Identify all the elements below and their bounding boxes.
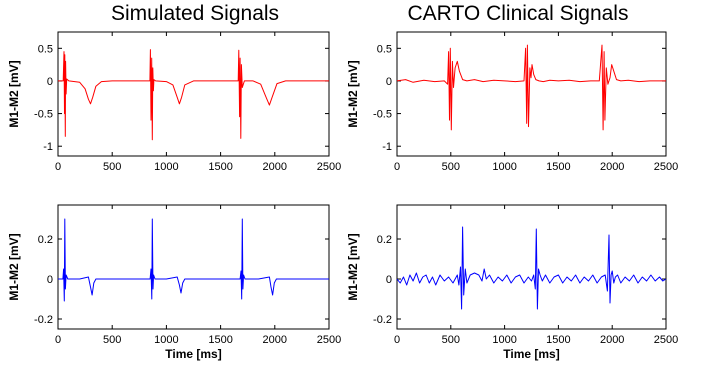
x-tick-label: 1000	[492, 161, 516, 173]
y-tick-label: -1	[43, 141, 53, 153]
y-axis-label: M1-M2 [mV]	[7, 233, 21, 300]
x-tick-label: 500	[103, 161, 121, 173]
x-tick-label: 0	[394, 161, 400, 173]
panel-top-right: 0 500 1000 1500 2000 2500 -1 -0.5 0 0.5 M1-M2 [mV]	[346, 31, 678, 173]
x-tick-label: 1000	[154, 161, 178, 173]
x-tick-label: 500	[442, 161, 460, 173]
y-axis-label: M1-M2 [mV]	[346, 60, 360, 127]
y-tick-label: 0	[386, 274, 392, 286]
axes-box	[396, 31, 667, 157]
signal-trace	[58, 49, 329, 141]
x-tick-label: 1000	[154, 334, 178, 346]
x-tick-label: 1000	[492, 334, 516, 346]
left-column-title: Simulated Signals	[110, 2, 280, 25]
x-tick-label: 0	[55, 161, 61, 173]
x-tick-label: 2000	[263, 334, 287, 346]
x-tick-label: 2500	[654, 334, 678, 346]
y-tick-label: -0.5	[34, 109, 53, 121]
y-axis-label: M1-M2 [mV]	[346, 233, 360, 300]
axes-box	[57, 31, 330, 157]
y-axis-label: M1-M2 [mV]	[7, 60, 21, 127]
y-tick-label: 0	[47, 76, 53, 88]
axes-box	[396, 204, 667, 330]
y-tick-label: 0.5	[377, 43, 392, 55]
y-tick-label: -0.2	[373, 314, 392, 326]
y-tick-label: -1	[382, 141, 392, 153]
x-axis-label: Time [ms]	[503, 347, 559, 361]
panel-top-left: 0 500 1000 1500 2000 2500 -1 -0.5 0 0.5 M1-M2 [mV]	[7, 31, 341, 173]
x-tick-label: 2000	[600, 161, 624, 173]
panel-bottom-right: 0 500 1000 1500 2000 2500-0.200.2M1-M2 [mV]Ti…	[346, 204, 678, 361]
y-tick-label: 0	[47, 274, 53, 286]
signal-trace	[58, 218, 329, 302]
y-tick-label: -0.5	[373, 109, 392, 121]
y-tick-label: 0.5	[38, 43, 53, 55]
x-tick-label: 1500	[208, 161, 232, 173]
x-tick-label: 1500	[208, 334, 232, 346]
x-tick-label: 2000	[600, 334, 624, 346]
x-tick-label: 500	[103, 334, 121, 346]
signal-trace	[396, 44, 666, 131]
x-tick-label: 2000	[263, 161, 287, 173]
y-tick-label: 0.2	[38, 234, 53, 246]
x-tick-label: 0	[55, 334, 61, 346]
panel-bottom-left: 0 500 1000 1500 2000 2500-0.200.2M1-M2 [mV]Ti…	[7, 204, 341, 361]
x-tick-label: 1500	[546, 161, 570, 173]
x-tick-label: 2500	[654, 161, 678, 173]
signal-trace	[396, 226, 667, 310]
right-column-title: CARTO Clinical Signals	[407, 2, 629, 25]
x-tick-label: 0	[394, 334, 400, 346]
x-tick-label: 2500	[317, 161, 341, 173]
x-tick-label: 1500	[546, 334, 570, 346]
axes-box	[57, 204, 330, 330]
y-tick-label: 0	[386, 76, 392, 88]
y-tick-label: 0.2	[377, 234, 392, 246]
x-axis-label: Time [ms]	[165, 347, 221, 361]
x-tick-label: 500	[442, 334, 460, 346]
x-tick-label: 2500	[317, 334, 341, 346]
y-tick-label: -0.2	[34, 314, 53, 326]
